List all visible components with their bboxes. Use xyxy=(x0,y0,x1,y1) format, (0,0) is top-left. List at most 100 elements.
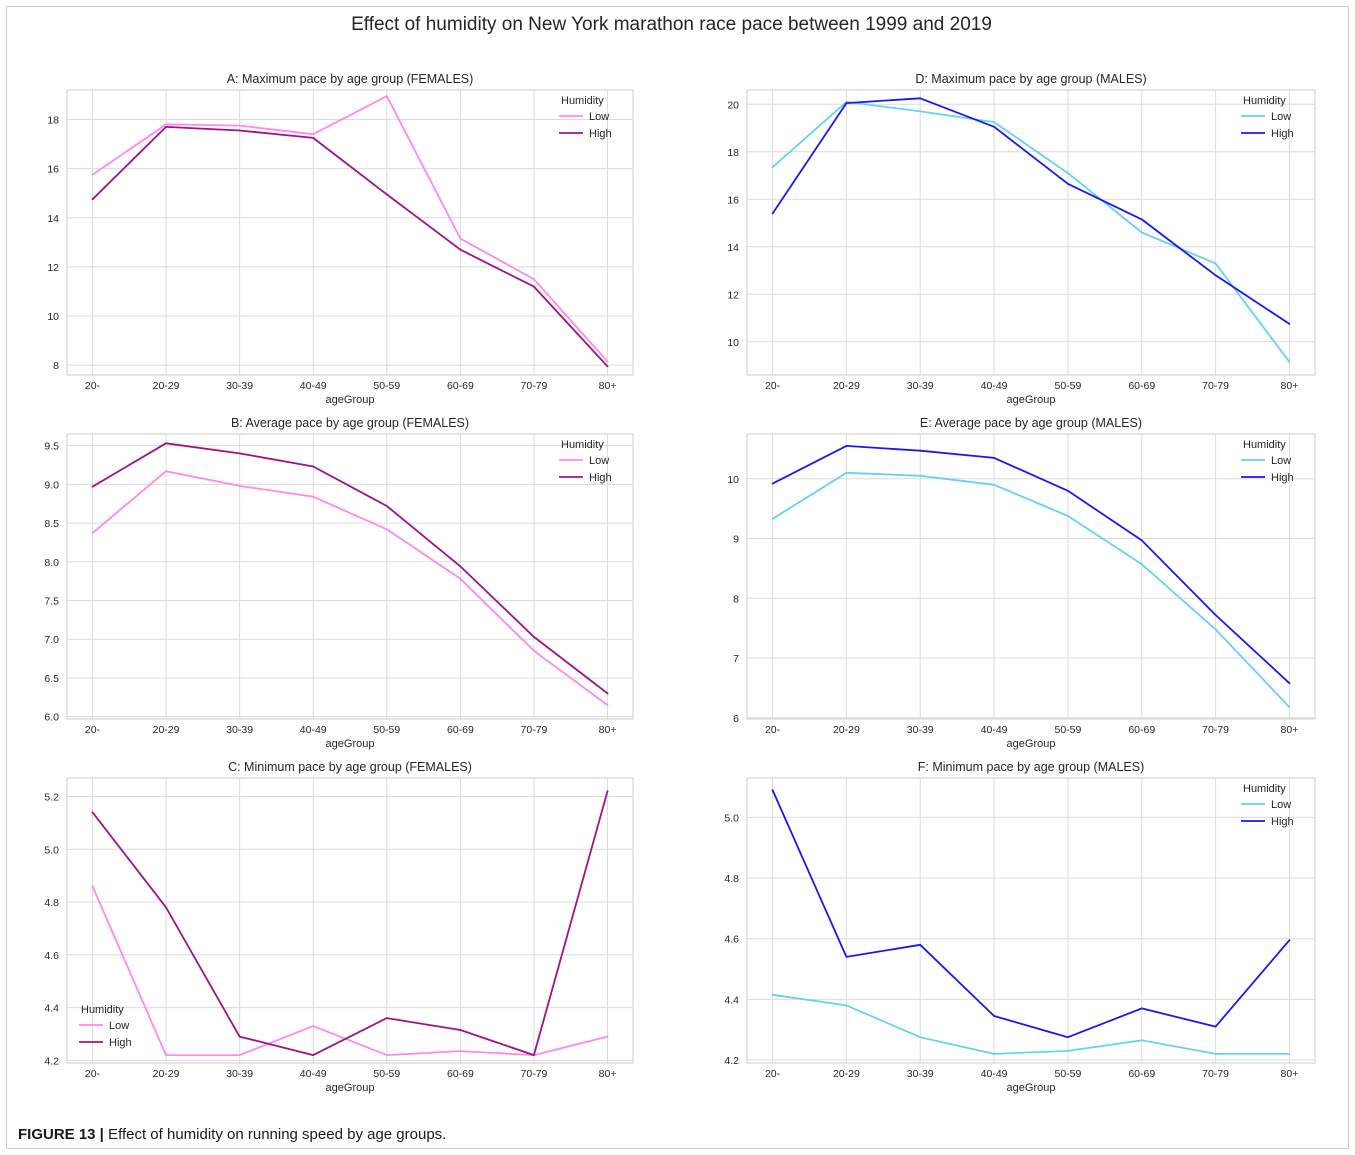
legend-label-low: Low xyxy=(1271,111,1291,123)
data-point-low xyxy=(1214,1053,1217,1055)
x-tick-label: 20- xyxy=(765,1068,781,1080)
data-point-low xyxy=(459,1050,462,1053)
chart-title: F: Minimum pace by age group (MALES) xyxy=(918,760,1144,774)
y-tick-label: 9.5 xyxy=(44,441,59,453)
data-point-low xyxy=(91,532,94,535)
series-line-high xyxy=(771,789,1291,1039)
legend-label-low: Low xyxy=(1271,799,1291,811)
y-tick-label: 8 xyxy=(733,593,739,605)
data-point-low xyxy=(385,1054,388,1056)
series-line-high xyxy=(91,790,609,1057)
x-tick-label: 80+ xyxy=(599,380,617,392)
x-tick-label: 20-29 xyxy=(833,724,860,736)
y-tick-label: 4.2 xyxy=(44,1055,59,1067)
data-point-low xyxy=(919,474,922,477)
legend-title: Humidity xyxy=(81,1004,124,1016)
y-tick-label: 7.5 xyxy=(44,596,59,608)
legend: Humidity Low High xyxy=(559,439,612,484)
series-line-high xyxy=(92,442,609,695)
data-point-high xyxy=(459,248,462,251)
x-tick-label: 20- xyxy=(765,724,781,736)
data-point-high xyxy=(771,789,774,792)
legend: Humidity Low High xyxy=(79,1004,132,1049)
legend-title: Humidity xyxy=(561,439,604,451)
data-point-high xyxy=(606,790,609,793)
chart-panel-b: 20- 20-29 30-39 40-49 50-59 60-69 70-79 80+ 6.0 6… xyxy=(44,416,634,750)
x-tick-label: 70-79 xyxy=(521,1068,548,1080)
y-tick-label: 10 xyxy=(727,474,739,486)
x-tick-label: 20- xyxy=(85,724,101,736)
data-point-high xyxy=(1140,539,1143,542)
data-point-high xyxy=(165,906,167,909)
y-tick-label: 6.5 xyxy=(44,673,59,685)
data-point-high xyxy=(1288,682,1291,685)
data-point-low xyxy=(1140,231,1143,234)
chart-title: D: Maximum pace by age group (MALES) xyxy=(915,72,1146,86)
y-tick-label: 5.0 xyxy=(44,844,59,856)
chart-panel-a: 20- 20-29 30-39 40-49 50-59 60-69 70-79 80+ 8 10 1… xyxy=(47,72,634,406)
y-tick-label: 18 xyxy=(47,114,59,126)
x-tick-label: 80+ xyxy=(599,1068,617,1080)
x-tick-label: 60-69 xyxy=(1128,724,1155,736)
x-tick-label: 20-29 xyxy=(833,380,860,392)
x-axis-label: ageGroup xyxy=(326,1082,375,1094)
data-point-high xyxy=(1214,274,1217,277)
plot-area-border xyxy=(746,777,1316,1064)
y-tick-label: 10 xyxy=(727,337,739,349)
data-point-high xyxy=(919,97,922,100)
y-tick-label: 14 xyxy=(727,242,739,254)
data-point-high xyxy=(238,452,241,455)
chart-title: E: Average pace by age group (MALES) xyxy=(920,416,1142,430)
data-point-high xyxy=(165,125,167,128)
data-point-low xyxy=(459,577,462,580)
data-point-high xyxy=(1067,1036,1069,1039)
x-tick-label: 30-39 xyxy=(907,724,934,736)
data-point-high xyxy=(238,129,241,132)
data-point-high xyxy=(459,565,462,568)
data-point-low xyxy=(606,704,609,706)
legend-label-low: Low xyxy=(1271,455,1291,467)
data-point-low xyxy=(771,993,774,996)
data-point-high xyxy=(165,442,167,445)
data-point-low xyxy=(845,471,848,474)
data-point-low xyxy=(606,1035,609,1038)
x-tick-label: 70-79 xyxy=(521,380,548,392)
x-axis-label: ageGroup xyxy=(326,394,375,406)
data-point-high xyxy=(91,811,94,814)
y-tick-label: 5.2 xyxy=(44,791,59,803)
caption-text: Effect of humidity on running speed by a… xyxy=(103,1126,447,1143)
data-point-low xyxy=(771,166,774,169)
x-tick-label: 40-49 xyxy=(300,724,327,736)
data-point-low xyxy=(91,885,94,888)
data-point-high xyxy=(459,1029,462,1031)
x-tick-label: 20-29 xyxy=(153,1068,180,1080)
data-point-high xyxy=(1067,182,1069,185)
x-tick-label: 40-49 xyxy=(981,724,1008,736)
data-point-high xyxy=(919,943,922,946)
x-tick-label: 70-79 xyxy=(521,724,548,736)
legend: Humidity Low High xyxy=(1241,783,1294,828)
x-tick-label: 40-49 xyxy=(981,380,1008,392)
figure-suptitle: Effect of humidity on New York marathon … xyxy=(351,14,992,35)
legend-label-high: High xyxy=(1271,128,1294,140)
figure-frame xyxy=(6,6,1349,1149)
x-tick-label: 50-59 xyxy=(1054,724,1081,736)
y-tick-label: 5.0 xyxy=(724,812,739,824)
x-tick-label: 60-69 xyxy=(1128,1068,1155,1080)
x-tick-label: 20-29 xyxy=(833,1068,860,1080)
data-point-high xyxy=(771,482,774,485)
x-tick-label: 70-79 xyxy=(1202,380,1229,392)
y-tick-label: 20 xyxy=(727,99,739,111)
plot-area-border xyxy=(66,777,634,1064)
data-point-low xyxy=(459,237,462,240)
legend-title: Humidity xyxy=(1243,783,1286,795)
y-tick-label: 4.4 xyxy=(724,994,739,1006)
data-point-high xyxy=(312,465,315,468)
data-point-low xyxy=(1067,514,1069,517)
y-tick-label: 6 xyxy=(733,713,739,725)
y-tick-label: 9 xyxy=(733,534,739,546)
y-tick-label: 4.4 xyxy=(44,1003,59,1015)
y-tick-label: 7 xyxy=(733,653,739,665)
x-tick-label: 50-59 xyxy=(373,380,400,392)
data-point-high xyxy=(385,1017,388,1020)
